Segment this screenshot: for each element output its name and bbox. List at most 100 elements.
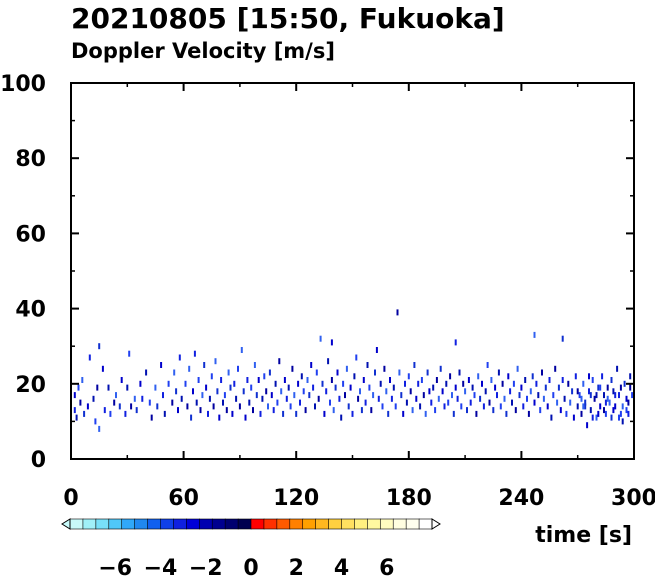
colorbar-swatch xyxy=(315,518,330,530)
data-point xyxy=(113,399,116,406)
data-point xyxy=(375,347,378,353)
data-point xyxy=(370,407,373,414)
data-point xyxy=(282,410,285,417)
data-point xyxy=(207,410,209,417)
colorbar-tick-label: 4 xyxy=(334,556,349,577)
data-point xyxy=(582,403,585,410)
data-point xyxy=(259,410,262,417)
data-point xyxy=(118,403,121,410)
data-point xyxy=(368,384,371,391)
data-point xyxy=(126,384,129,391)
data-point xyxy=(385,388,388,395)
colorbar-swatch xyxy=(276,518,291,530)
y-tick-label: 20 xyxy=(15,373,46,398)
data-point xyxy=(454,384,457,391)
data-point xyxy=(274,380,277,387)
data-point xyxy=(315,369,318,376)
data-point xyxy=(160,362,163,368)
data-point xyxy=(616,365,619,372)
data-point xyxy=(300,373,303,380)
data-point xyxy=(561,335,564,342)
data-point xyxy=(604,399,607,406)
data-point xyxy=(610,377,613,383)
data-point xyxy=(623,380,626,387)
data-point xyxy=(619,410,622,417)
colorbar-swatch xyxy=(418,518,433,530)
data-point xyxy=(145,369,148,376)
data-point xyxy=(79,399,82,406)
data-point xyxy=(561,377,564,383)
data-point xyxy=(214,358,217,365)
data-point xyxy=(83,410,86,417)
data-point xyxy=(574,373,577,380)
colorbar-swatch xyxy=(108,518,123,530)
data-point xyxy=(467,377,470,383)
data-point xyxy=(276,399,279,406)
data-point xyxy=(197,377,200,383)
data-point xyxy=(156,403,159,410)
data-point xyxy=(293,392,296,399)
data-point xyxy=(426,369,429,376)
data-point xyxy=(353,373,356,380)
data-point xyxy=(584,403,587,410)
data-point xyxy=(227,369,230,376)
data-point xyxy=(257,377,260,383)
colorbar-swatch xyxy=(224,518,239,530)
data-point xyxy=(580,410,583,417)
data-point xyxy=(364,399,367,406)
data-point xyxy=(445,380,448,387)
chart-title: 20210805 [15:50, Fukuoka] xyxy=(71,2,505,35)
data-point xyxy=(522,403,525,410)
data-point xyxy=(554,365,557,372)
data-point xyxy=(178,354,181,361)
data-point xyxy=(621,418,624,425)
colorbar-swatch xyxy=(392,518,407,530)
data-point xyxy=(150,414,153,421)
colorbar-swatch xyxy=(82,518,97,530)
data-point xyxy=(212,403,215,410)
data-point xyxy=(584,399,587,406)
data-point xyxy=(252,407,254,414)
data-point xyxy=(75,414,78,421)
data-point xyxy=(394,403,397,410)
data-point xyxy=(130,403,133,410)
data-point xyxy=(618,392,620,399)
data-point xyxy=(413,362,416,368)
data-point xyxy=(619,384,622,391)
data-point xyxy=(597,410,600,417)
data-point xyxy=(419,403,422,410)
data-point xyxy=(439,365,442,372)
data-point xyxy=(195,399,198,406)
data-point xyxy=(162,392,164,399)
data-point xyxy=(381,403,384,410)
data-point xyxy=(552,392,555,399)
data-point xyxy=(81,377,84,383)
data-point xyxy=(597,384,600,391)
data-point xyxy=(496,392,498,399)
data-point xyxy=(177,407,179,414)
data-point xyxy=(235,395,238,402)
data-point xyxy=(400,392,403,399)
data-point xyxy=(295,410,298,417)
data-point xyxy=(595,414,598,421)
colorbar-right-arrow xyxy=(431,518,441,530)
y-tick-label: 40 xyxy=(15,298,46,323)
data-point xyxy=(287,384,290,391)
data-point xyxy=(407,373,410,380)
data-point xyxy=(128,350,131,357)
data-point xyxy=(392,384,395,391)
data-point xyxy=(332,407,335,414)
data-point xyxy=(107,384,110,391)
data-point xyxy=(124,410,127,417)
data-point xyxy=(229,384,232,391)
data-point xyxy=(563,395,566,402)
data-point xyxy=(556,399,559,406)
data-point xyxy=(250,384,253,391)
colorbar-swatch xyxy=(237,518,252,530)
data-point xyxy=(96,384,99,391)
data-point xyxy=(297,380,300,387)
data-point xyxy=(542,395,545,402)
data-point xyxy=(591,414,594,421)
data-point xyxy=(310,362,313,368)
data-point xyxy=(509,388,512,395)
